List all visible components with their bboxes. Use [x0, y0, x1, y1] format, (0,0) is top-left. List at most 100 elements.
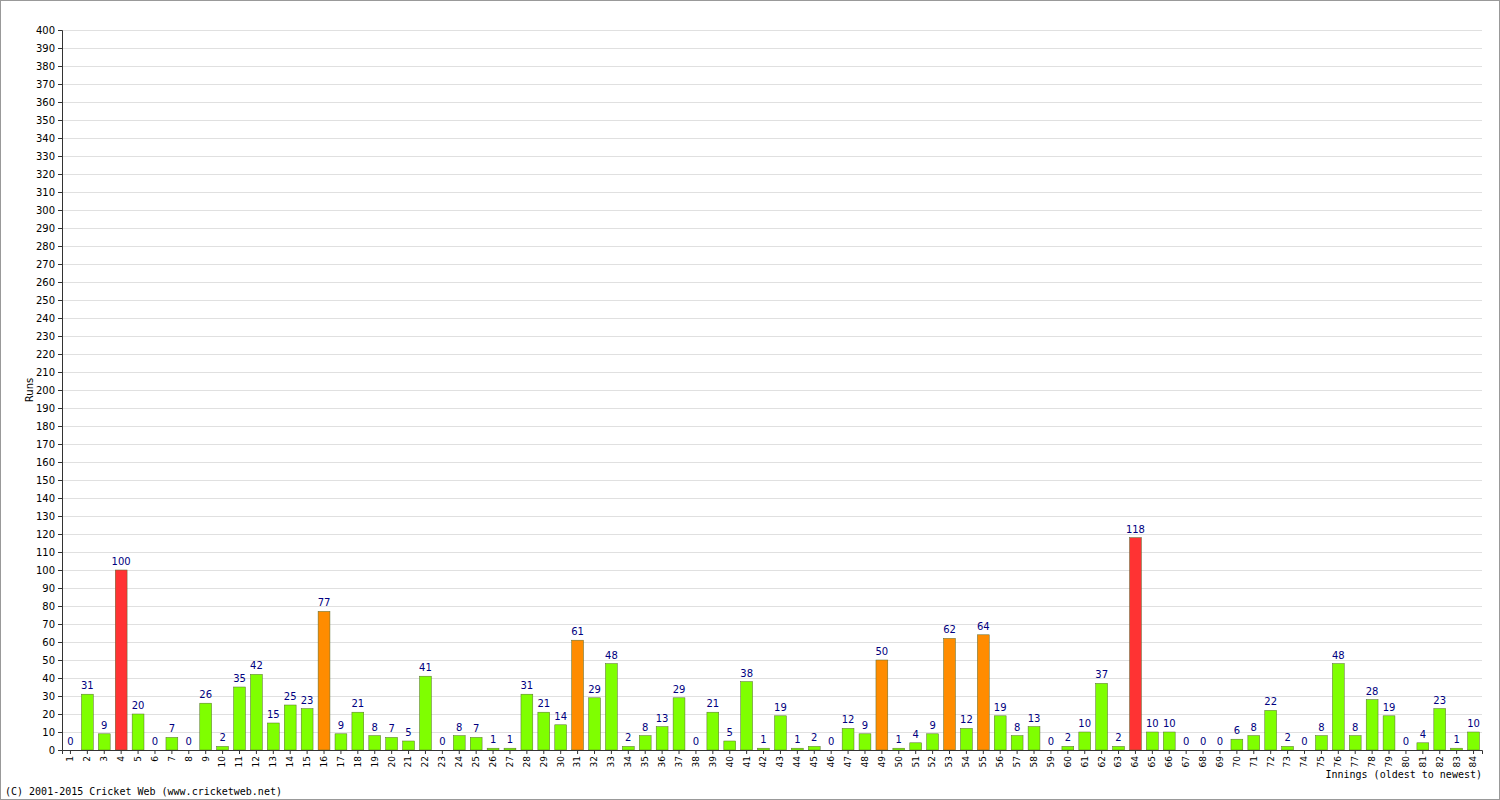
tick-label: 330 — [36, 151, 55, 162]
tick-label: 70 — [42, 619, 55, 630]
grid-line — [62, 336, 1482, 337]
tick: 53 — [944, 750, 954, 767]
bar — [81, 694, 93, 750]
bar — [470, 737, 482, 750]
tick: 23 — [437, 750, 447, 767]
data-label: 37 — [1095, 669, 1108, 680]
tick-mark — [1389, 750, 1390, 754]
tick-mark — [645, 750, 646, 754]
tick: 220 — [36, 349, 62, 360]
data-label: 21 — [537, 698, 550, 709]
tick-mark — [1169, 750, 1170, 754]
tick-label: 13 — [268, 756, 278, 767]
tick: 380 — [36, 61, 62, 72]
grid-line — [62, 210, 1482, 211]
tick: 65 — [1147, 750, 1157, 767]
bar — [1130, 538, 1142, 750]
data-label: 2 — [219, 732, 225, 743]
bar — [420, 676, 432, 750]
tick-mark — [58, 516, 62, 517]
grid-line — [62, 66, 1482, 67]
bar — [656, 727, 668, 750]
tick-mark — [526, 750, 527, 754]
tick-mark — [70, 750, 71, 754]
tick-mark — [797, 750, 798, 754]
x-axis-title: Innings (oldest to newest) — [1325, 769, 1482, 780]
data-label: 0 — [828, 736, 834, 747]
tick-mark — [679, 750, 680, 754]
tick-mark — [442, 750, 443, 754]
tick: 41 — [742, 750, 752, 767]
tick-mark — [560, 750, 561, 754]
tick-mark — [374, 750, 375, 754]
data-label: 10 — [1467, 718, 1480, 729]
tick-label: 43 — [775, 756, 785, 767]
tick: 44 — [792, 750, 802, 767]
tick-mark — [814, 750, 815, 754]
tick-mark — [493, 750, 494, 754]
tick-label: 1 — [65, 756, 75, 762]
tick: 1 — [65, 750, 75, 762]
tick-mark — [1321, 750, 1322, 754]
tick-label: 340 — [36, 133, 55, 144]
data-label: 29 — [673, 684, 686, 695]
tick-mark — [695, 750, 696, 754]
tick: 57 — [1012, 750, 1022, 767]
tick: 64 — [1130, 750, 1140, 767]
tick-label: 310 — [36, 187, 55, 198]
data-label: 10 — [1163, 718, 1176, 729]
tick: 19 — [370, 750, 380, 767]
tick-mark — [763, 750, 764, 754]
tick: 63 — [1113, 750, 1123, 767]
bar — [453, 736, 465, 750]
tick-label: 400 — [36, 25, 55, 36]
tick: 49 — [877, 750, 887, 767]
tick: 81 — [1418, 750, 1428, 767]
tick: 15 — [302, 750, 312, 767]
tick-label: 75 — [1316, 756, 1326, 767]
bar — [724, 741, 736, 750]
grid-line — [62, 516, 1482, 517]
tick-label: 30 — [42, 691, 55, 702]
tick-label: 280 — [36, 241, 55, 252]
tick: 180 — [36, 421, 62, 432]
bar — [504, 748, 516, 750]
tick-mark — [154, 750, 155, 754]
tick-mark — [1118, 750, 1119, 754]
tick-label: 12 — [251, 756, 261, 767]
tick-mark — [58, 102, 62, 103]
data-label: 0 — [186, 736, 192, 747]
data-label: 5 — [405, 727, 411, 738]
bar — [1366, 700, 1378, 750]
grid-line — [62, 606, 1482, 607]
tick: 4 — [116, 750, 126, 762]
tick: 14 — [285, 750, 295, 767]
tick: 25 — [471, 750, 481, 767]
tick-label: 15 — [302, 756, 312, 767]
tick-mark — [1253, 750, 1254, 754]
tick: 73 — [1282, 750, 1292, 767]
data-label: 41 — [419, 662, 432, 673]
tick-label: 70 — [1232, 756, 1242, 768]
tick: 77 — [1350, 750, 1360, 767]
data-label: 13 — [1028, 713, 1041, 724]
tick: 70 — [42, 619, 62, 630]
tick-mark — [1135, 750, 1136, 754]
tick-label: 90 — [42, 583, 55, 594]
tick-label: 8 — [184, 756, 194, 762]
tick-mark — [1050, 750, 1051, 754]
tick-mark — [983, 750, 984, 754]
grid-line — [62, 588, 1482, 589]
data-label: 0 — [67, 736, 73, 747]
tick: 370 — [36, 79, 62, 90]
tick-mark — [848, 750, 849, 754]
tick-label: 24 — [454, 756, 464, 768]
tick-mark — [58, 750, 62, 751]
tick: 280 — [36, 241, 62, 252]
tick-mark — [1456, 750, 1457, 754]
tick-label: 32 — [589, 756, 599, 767]
data-label: 15 — [267, 709, 280, 720]
tick-mark — [780, 750, 781, 754]
grid-line — [62, 534, 1482, 535]
tick-mark — [1287, 750, 1288, 754]
